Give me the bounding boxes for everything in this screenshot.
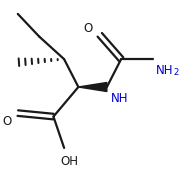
Text: 2: 2	[174, 68, 179, 77]
Text: NH: NH	[156, 64, 173, 77]
Text: O: O	[84, 22, 93, 35]
Text: O: O	[3, 115, 12, 128]
Text: NH: NH	[111, 92, 129, 105]
Text: OH: OH	[60, 155, 78, 168]
Polygon shape	[78, 82, 107, 92]
